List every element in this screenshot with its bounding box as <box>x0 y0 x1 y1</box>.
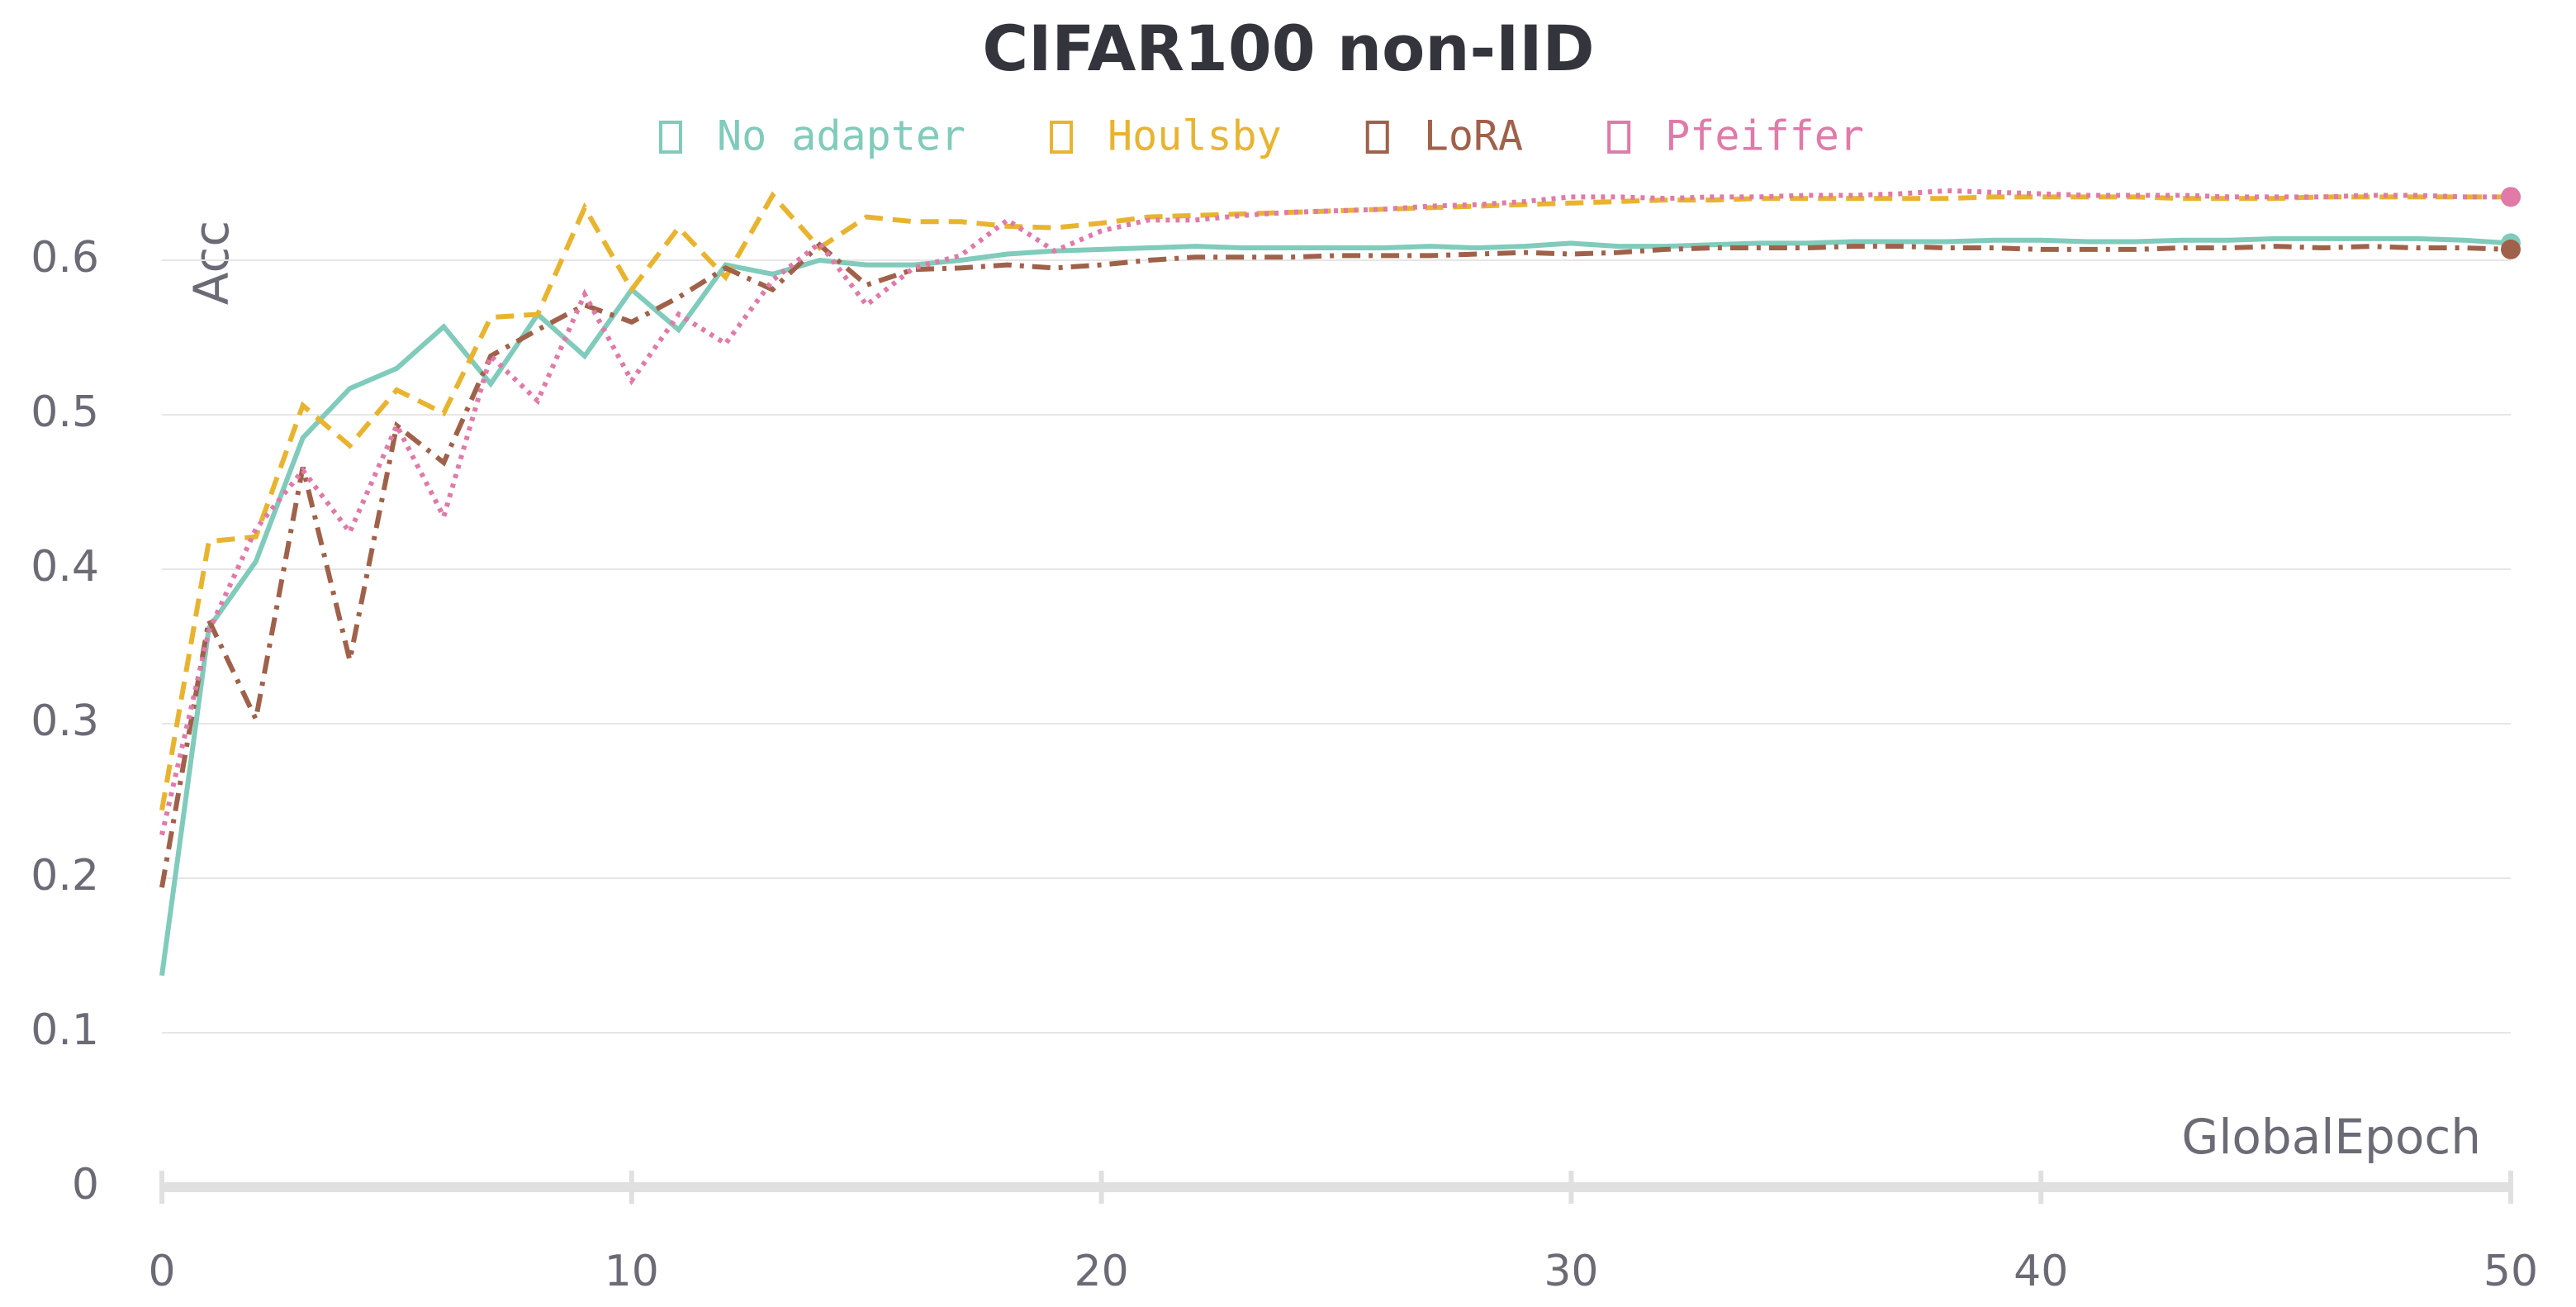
y-tick-label: 0 <box>72 1160 99 1210</box>
end-point <box>2501 187 2521 207</box>
x-tick-label: 0 <box>148 1247 175 1296</box>
chart-title: CIFAR100 non-IID <box>982 12 1594 85</box>
end-point <box>2501 239 2521 259</box>
x-tick-label: 20 <box>1075 1247 1129 1296</box>
y-tick-label: 0.3 <box>31 696 99 746</box>
x-tick-label: 50 <box>2483 1247 2538 1296</box>
y-tick-label: 0.4 <box>31 542 99 592</box>
y-tick-label: 0.5 <box>31 387 99 437</box>
x-tick-label: 30 <box>1544 1247 1598 1296</box>
series-line <box>159 188 2511 836</box>
y-tick-label: 0.6 <box>31 233 99 283</box>
legend-label: LoRA <box>1424 112 1523 160</box>
legend-swatch <box>659 121 682 154</box>
legend-swatch <box>1050 121 1074 154</box>
legend-label: No adapter <box>717 112 965 160</box>
x-axis-label: GlobalEpoch <box>2181 1109 2481 1165</box>
x-tick-label: 40 <box>2014 1247 2068 1296</box>
y-tick-label: 0.1 <box>31 1005 99 1055</box>
series-line <box>159 235 2512 977</box>
y-tick-label: 0.2 <box>31 851 99 901</box>
series-line <box>159 191 2511 811</box>
legend-label: Pfeiffer <box>1665 112 1864 160</box>
x-tick-label: 10 <box>605 1247 659 1296</box>
legend-swatch <box>1607 121 1631 154</box>
legend-label: Houlsby <box>1108 112 1282 160</box>
y-axis-label: Acc <box>183 221 240 305</box>
series-line <box>159 241 2512 888</box>
legend-swatch <box>1365 121 1389 154</box>
